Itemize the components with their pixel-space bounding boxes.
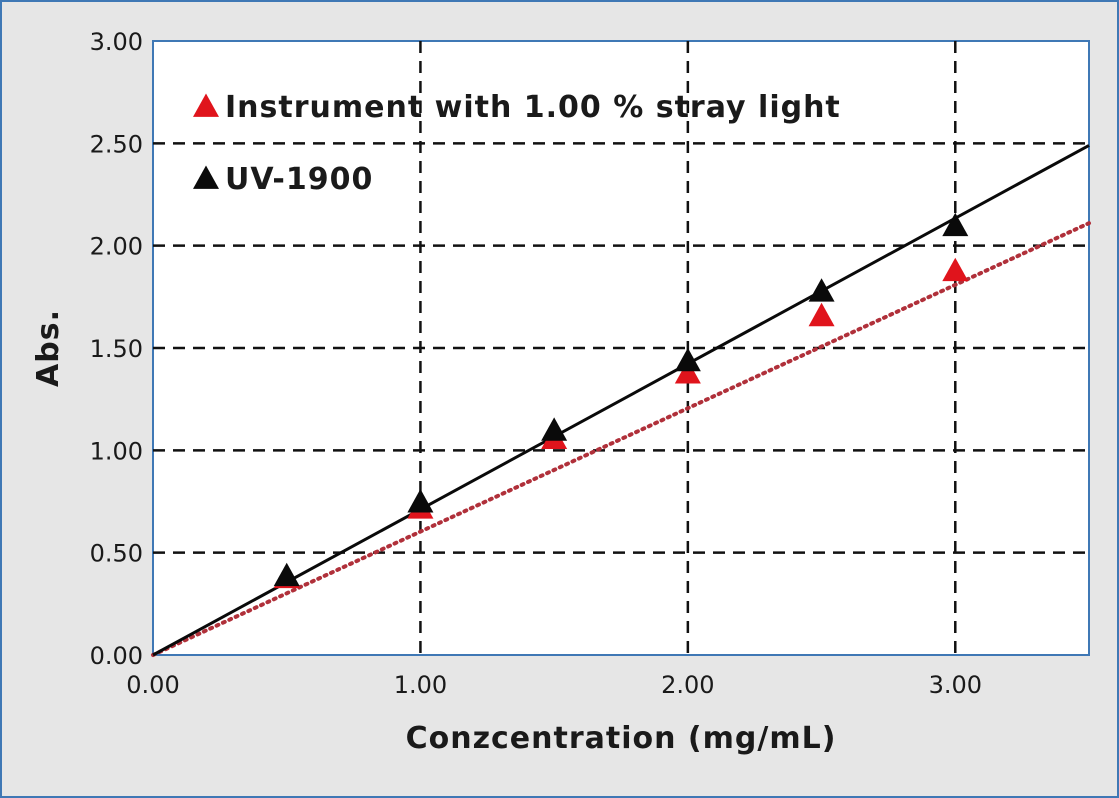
x-tick-label: 0.00 [126, 671, 179, 699]
data-point-uv-1900 [808, 278, 835, 302]
x-tick-label: 1.00 [394, 671, 447, 699]
trend-line-uv-1900 [152, 144, 1090, 657]
y-tick-label: 1.50 [90, 335, 143, 363]
data-point-uv-1900 [273, 562, 300, 587]
data-point-uv-1900 [942, 212, 969, 237]
y-tick-label: 0.50 [90, 540, 143, 568]
data-markers [273, 212, 969, 589]
y-tick-label: 3.00 [90, 28, 143, 56]
x-tick-label: 2.00 [661, 671, 714, 699]
data-point-stray-light [942, 257, 969, 282]
data-point-stray-light [674, 360, 701, 384]
legend: Instrument with 1.00 % stray light UV-19… [193, 90, 841, 197]
y-axis-title: Abs. [31, 309, 66, 387]
y-tick-label: 1.00 [90, 437, 143, 465]
legend-label-uv-1900: UV-1900 [225, 162, 373, 197]
data-point-uv-1900 [674, 347, 701, 372]
legend-label-stray-light: Instrument with 1.00 % stray light [225, 90, 841, 125]
legend-marker-stray-light [193, 93, 219, 117]
y-tick-label: 2.50 [90, 130, 143, 158]
trend-lines [151, 144, 1091, 657]
data-point-stray-light [808, 302, 835, 327]
x-tick-label: 3.00 [929, 671, 982, 699]
legend-marker-uv-1900 [193, 165, 219, 189]
trend-line-stray-light [151, 221, 1091, 657]
tick-labels: 0.00 0.50 1.00 1.50 2.00 2.50 3.00 0.00 1.00 2.00… [90, 28, 982, 699]
y-tick-label: 0.00 [90, 642, 143, 670]
data-point-uv-1900 [541, 417, 568, 441]
y-tick-label: 2.00 [90, 233, 143, 261]
x-axis-title: Conzcentration (mg/mL) [406, 721, 837, 756]
data-point-uv-1900 [407, 489, 434, 513]
